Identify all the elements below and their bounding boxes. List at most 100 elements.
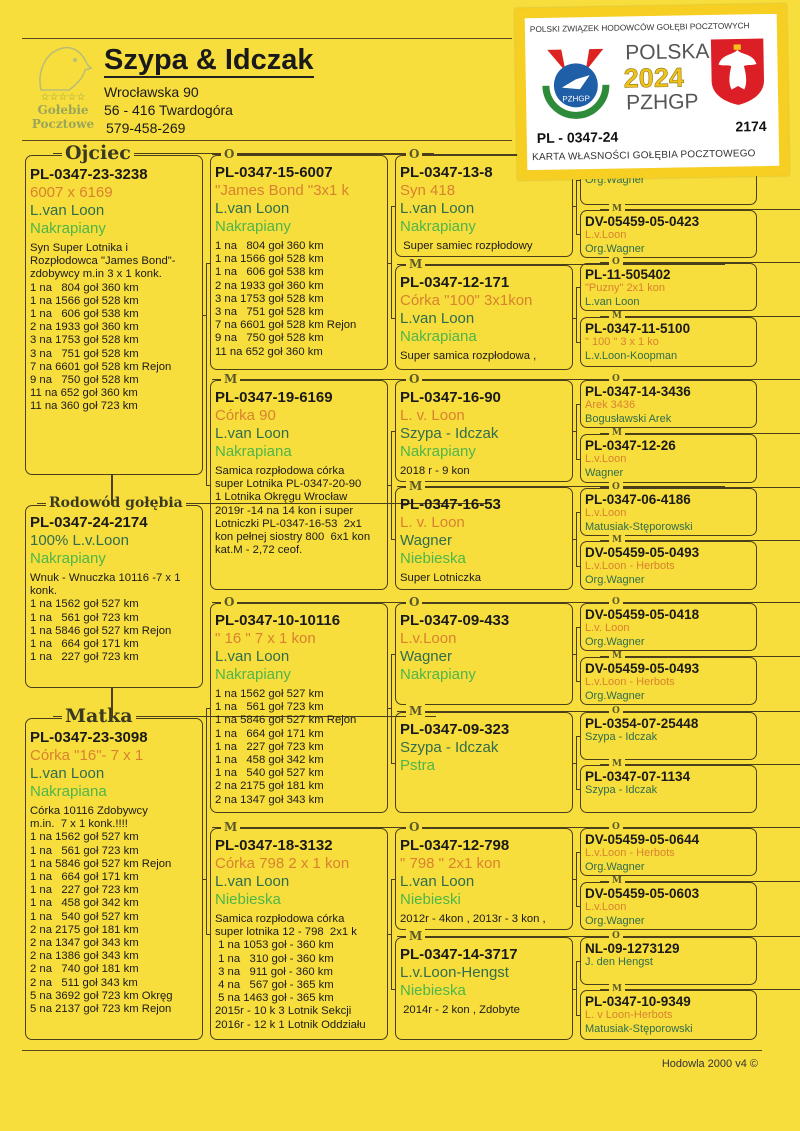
pedigree-card[interactable]: O DV-05459-05-0418 L.v. Loon Org.Wagner <box>580 597 800 651</box>
name-line: L. v. Loon <box>400 407 465 424</box>
connector-line <box>576 180 577 234</box>
breeder-line: Matusiak-Stęporowski <box>585 520 693 533</box>
pedigree-card[interactable]: M PL-0347-14-3717 L.v.Loon-Hengst Niebiesk… <box>395 929 731 1040</box>
note-line: super lotnika 12 - 798 2x1 k <box>215 926 357 939</box>
pedigree-card[interactable]: O PL-0347-16-90 L. v. Loon Szypa - Idczak Na… <box>395 372 732 482</box>
pedigree-card[interactable]: O PL-0347-15-6007 "James Bond "3x1 k L.van … <box>210 147 547 370</box>
card-content: DV-05459-05-0418 L.v. Loon Org.Wagner <box>585 607 754 648</box>
note-line: Córka 10116 Zdobywcy <box>30 805 148 817</box>
note-line: zdobywcy m.in 3 x 1 konk. <box>30 268 162 281</box>
card-content: PL-11-505402 "Puzny" 2x1 kon L.van Loon <box>585 267 754 308</box>
connector-line <box>576 287 577 342</box>
note-line: 2 na 511 goł 343 km <box>30 976 138 989</box>
pedigree-card[interactable]: M DV-05459-05-0493 L.v.Loon - Herbots Org.W… <box>580 535 800 590</box>
breeder-line: L.van Loon <box>215 873 290 890</box>
address-street: Wrocławska 90 <box>104 84 199 100</box>
connector-line <box>573 879 577 880</box>
pedigree-card[interactable]: O PL-0354-07-25448 Szypa - Idczak <box>580 706 800 760</box>
pedigree-card[interactable]: M PL-0347-12-171 Córka "100" 3x1kon L.van L… <box>395 257 731 370</box>
ring-number: DV-05459-05-0493 <box>585 545 700 560</box>
name-line: L.v.Loon <box>400 630 457 647</box>
pedigree-card[interactable]: Rodowód gołębia PL-0347-24-2174 100% L.v.… <box>25 496 486 688</box>
pedigree-card[interactable]: M DV-05459-05-0493 L.v.Loon - Herbots Org.W… <box>580 651 800 705</box>
card-label: O <box>600 374 800 384</box>
card-content: PL-0347-18-3132 Córka 798 2 x 1 kon L.van … <box>215 837 385 1037</box>
phone: 579-458-269 <box>106 120 186 136</box>
pedigree-card[interactable]: O PL-0347-12-798 " 798 " 2x1 kon L.van Loo… <box>395 820 732 930</box>
pedigree-card[interactable]: M PL-0347-12-26 L.v.Loon Wagner <box>580 428 800 483</box>
card-content: PL-0354-07-25448 Szypa - Idczak <box>585 716 754 757</box>
pedigree-card[interactable]: M PL-0347-16-53 L. v. Loon Wagner Niebieska S… <box>395 479 731 590</box>
connector-line <box>576 234 580 235</box>
card-label: M <box>600 984 800 994</box>
pedigree-card[interactable]: O PL-0347-14-3436 Arek 3436 Bogusławski Are… <box>580 374 800 428</box>
card-label: O <box>600 482 800 492</box>
breeder-line: Org.Wagner <box>585 914 645 927</box>
card-label: M <box>600 535 800 545</box>
pedigree-card[interactable]: M PL-0347-18-3132 Córka 798 2 x 1 kon L.van… <box>210 820 546 1040</box>
pedigree-card[interactable]: Matka PL-0347-23-3098 Córka "16"- 7 x 1 L.v… <box>25 705 434 1040</box>
note-line: 3 na 751 goł 528 km <box>30 347 139 360</box>
note-line: 3 na 1753 goł 528 km <box>215 292 324 305</box>
connector-line <box>576 512 580 513</box>
connector-line <box>203 879 207 880</box>
pedigree-card[interactable]: O PL-11-505402 "Puzny" 2x1 kon L.van Loon <box>580 257 800 311</box>
card-content: PL-0347-24-2174 100% L.v.Loon Nakrapiany W… <box>30 514 200 685</box>
breeder-line: Org.Wagner <box>585 860 645 873</box>
pedigree-card[interactable]: Ojciec PL-0347-23-3238 6007 x 6169 L.van Lo… <box>25 142 434 475</box>
note-line: 2 na 2175 goł 181 km <box>215 780 324 793</box>
breeder-line: 100% L.v.Loon <box>30 532 129 549</box>
note-line: konk. <box>30 585 58 598</box>
pedigree-card[interactable]: M PL-0347-09-323 Szypa - Idczak Pstra <box>395 704 731 813</box>
note-line: Syn Super Lotnika i <box>30 242 128 254</box>
note-line: 4 na 567 goł - 365 km <box>215 979 334 992</box>
ring-number: PL-0347-10-10116 <box>215 612 341 629</box>
note-line: 2019r -14 na 14 kon i super <box>215 504 354 517</box>
pedigree-card[interactable]: O NL-09-1273129 J. den Hengst <box>580 931 800 985</box>
pedigree-card[interactable]: O PL-0347-13-8 Syn 418 L.van Loon Nakrapiany… <box>395 147 732 257</box>
address-city: 56 - 416 Twardogóra <box>104 102 233 118</box>
pedigree-card[interactable]: M PL-0347-11-5100 " 100 " 3 x 1 ko L.v.Loo… <box>580 311 800 367</box>
pedigree-card[interactable]: M DV-05459-05-0423 L.v.Loon Org.Wagner <box>580 204 800 258</box>
pedigree-card[interactable]: M PL-0347-07-1134 Szypa - Idczak <box>580 759 800 813</box>
breeder-line: Szypa - Idczak <box>585 784 658 796</box>
note-line: Super samiec rozpłodowy <box>400 240 533 252</box>
note-line: 1 na 5846 goł 527 km Rejon <box>30 624 172 637</box>
card-content: PL-0347-14-3717 L.v.Loon-Hengst Niebieska… <box>400 946 570 1037</box>
connector-line <box>573 206 577 207</box>
pedigree-card[interactable]: O PL-0347-06-4186 L.v.Loon Matusiak-Stęporo… <box>580 482 800 536</box>
card-label: O <box>211 147 547 161</box>
card-content: PL-0347-10-10116 " 16 " 7 x 1 kon L.van L… <box>215 612 385 810</box>
connector-line <box>576 736 580 737</box>
note-line: 1 na 1562 goł 527 km <box>215 688 324 700</box>
card-label: Ojciec <box>53 142 434 164</box>
pigeon-head-icon <box>39 46 93 91</box>
breeder-line: Org.Wagner <box>585 242 645 255</box>
pedigree-card[interactable]: O PL-0347-10-10116 " 16 " 7 x 1 kon L.van … <box>210 595 547 813</box>
breeder-line: L.van Loon <box>30 765 105 782</box>
connector-line <box>576 906 580 907</box>
connector-line <box>573 431 577 432</box>
pedigree-card[interactable]: M PL-0347-19-6169 Córka 90 L.van Loon Nakrap… <box>210 372 546 590</box>
ring-number: PL-0347-18-3132 <box>215 837 333 854</box>
color-line: Pstra <box>400 757 436 774</box>
note-line: 2 na 1347 goł 343 km <box>215 793 324 806</box>
connector-line <box>111 475 113 505</box>
pedigree-card[interactable]: O DV-05459-05-0644 L.v.Loon - Herbots Org.W… <box>580 822 800 876</box>
connector-line <box>576 458 580 460</box>
note-line: 1 na 664 goł 171 km <box>30 638 139 651</box>
card-label: M <box>396 704 731 718</box>
card-content: PL-0347-19-6169 Córka 90 L.van Loon Nakrapi… <box>215 389 385 587</box>
sticker-ring: PL - 0347-24 <box>536 128 619 147</box>
pedigree-card[interactable]: O PL-0347-09-433 L.v.Loon Wagner Nakrapiany <box>395 595 732 705</box>
pedigree-card[interactable]: M PL-0347-10-9349 L. v Loon-Herbots Matusia… <box>580 984 800 1040</box>
card-content: PL-0347-23-3238 6007 x 6169 L.van Loon Nakr… <box>30 166 200 472</box>
note-line: kat.M - 2,72 ceof. <box>215 544 303 557</box>
note-line: Rozpłodowca "James Bond"- <box>30 255 176 268</box>
connector-line <box>391 206 395 207</box>
name-line: L.v.Loon - Herbots <box>585 560 675 572</box>
note-line: 2016r - 12 k 1 Lotnik Oddziału <box>215 1018 366 1031</box>
note-line: 1 na 664 goł 171 km <box>215 727 324 740</box>
pedigree-card[interactable]: M DV-05459-05-0603 L.v.Loon Org.Wagner <box>580 876 800 930</box>
color-line: Nakrapiany <box>30 550 106 567</box>
